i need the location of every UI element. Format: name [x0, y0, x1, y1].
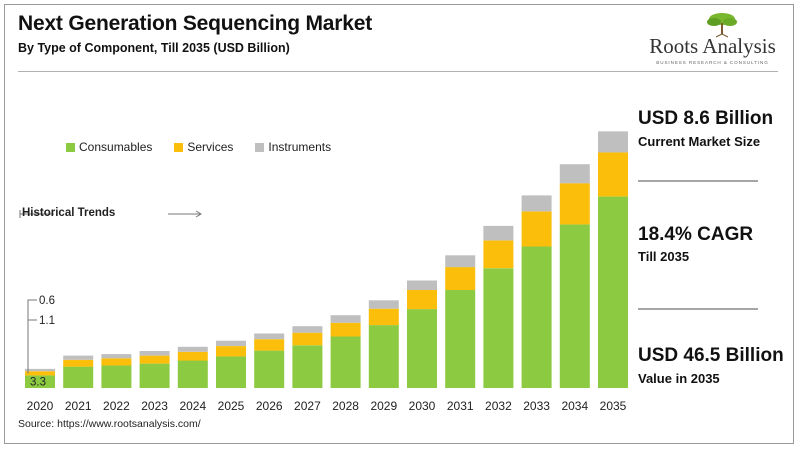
- bar-consumables-2026: [254, 350, 285, 388]
- x-tick-label-2033: 2033: [523, 399, 550, 413]
- bar-services-2027: [292, 332, 323, 346]
- x-tick-label-2027: 2027: [294, 399, 321, 413]
- bar-services-2023: [139, 355, 170, 364]
- chart-title: Next Generation Sequencing Market: [18, 12, 372, 35]
- bar-consumables-2029: [368, 325, 399, 388]
- data-label-services-2020: 1.1: [39, 315, 55, 327]
- bar-instruments-2033: [521, 195, 552, 212]
- bar-services-2035: [598, 152, 628, 197]
- legend-item-instruments: Instruments: [255, 140, 331, 154]
- header-divider: [18, 71, 778, 72]
- bar-services-2028: [330, 322, 361, 337]
- x-tick-label-2030: 2030: [409, 399, 436, 413]
- bar-services-2020: [25, 371, 55, 376]
- bar-consumables-2033: [521, 246, 552, 388]
- bar-services-2032: [483, 240, 514, 269]
- stat-divider-1: [638, 180, 758, 182]
- bar-consumables-2023: [139, 363, 170, 388]
- x-tick-label-2022: 2022: [103, 399, 130, 413]
- bar-consumables-2032: [483, 268, 514, 388]
- legend-label-consumables: Consumables: [79, 140, 153, 154]
- bar-consumables-2022: [101, 365, 132, 388]
- bar-instruments-2030: [407, 280, 437, 290]
- bar-services-2025: [216, 346, 246, 357]
- bar-consumables-2025: [216, 356, 246, 388]
- stat-divider-2: [638, 308, 758, 310]
- callout-line-instruments-2020: [27, 299, 37, 371]
- bar-instruments-2020: [25, 368, 55, 372]
- bar-instruments-2034: [559, 164, 590, 184]
- historical-trends-label: Historical Trends: [22, 207, 116, 219]
- bar-consumables-2027: [292, 345, 323, 388]
- logo-tagline: BUSINESS RESEARCH & CONSULTING: [656, 60, 769, 65]
- callout-line-services-2020: [27, 319, 37, 374]
- bar-consumables-2024: [177, 360, 208, 388]
- stat-2035-value: USD 46.5 Billion: [638, 345, 784, 366]
- bar-services-2034: [559, 183, 590, 225]
- x-tick-label-2035: 2035: [600, 399, 627, 413]
- x-tick-label-2023: 2023: [141, 399, 168, 413]
- stat-current-value: USD 8.6 Billion: [638, 108, 774, 129]
- bar-instruments-2022: [101, 354, 132, 359]
- bar-instruments-2023: [139, 351, 170, 356]
- source-note: Source: https://www.rootsanalysis.com/: [18, 418, 201, 430]
- x-tick-label-2029: 2029: [370, 399, 397, 413]
- bar-consumables-2031: [445, 290, 476, 388]
- bar-consumables-2035: [598, 196, 628, 388]
- bar-instruments-2021: [63, 355, 94, 360]
- stat-cagr-value: 18.4% CAGR: [638, 224, 754, 245]
- logo-text: Roots Analysis: [649, 34, 776, 58]
- bar-instruments-2024: [177, 346, 208, 352]
- x-tick-label-2028: 2028: [332, 399, 359, 413]
- bar-services-2024: [177, 351, 208, 361]
- chart-legend: Consumables Services Instruments: [66, 140, 331, 154]
- data-label-consumables-2020: 3.3: [30, 377, 46, 389]
- x-tick-label-2020: 2020: [27, 399, 54, 413]
- legend-swatch-instruments: [255, 142, 265, 152]
- bar-instruments-2026: [254, 333, 285, 340]
- bar-instruments-2028: [330, 315, 361, 323]
- bar-consumables-2021: [63, 366, 94, 388]
- bar-instruments-2032: [483, 225, 514, 241]
- x-tick-label-2025: 2025: [218, 399, 245, 413]
- chart-subtitle: By Type of Component, Till 2035 (USD Bil…: [18, 41, 290, 55]
- x-tick-label-2026: 2026: [256, 399, 283, 413]
- stat-current-label: Current Market Size: [638, 134, 761, 149]
- x-tick-label-2034: 2034: [561, 399, 588, 413]
- legend-label-instruments: Instruments: [268, 140, 332, 154]
- bar-instruments-2031: [445, 255, 476, 268]
- bar-consumables-2030: [407, 309, 437, 388]
- bar-instruments-2035: [598, 131, 628, 153]
- bar-services-2026: [254, 339, 285, 351]
- legend-label-services: Services: [187, 140, 234, 154]
- legend-swatch-consumables: [66, 142, 75, 152]
- stat-cagr-label: Till 2035: [638, 249, 690, 264]
- x-tick-label-2031: 2031: [447, 399, 474, 413]
- bar-services-2022: [101, 358, 132, 366]
- bar-instruments-2029: [368, 300, 399, 309]
- bar-instruments-2025: [216, 340, 246, 346]
- legend-item-services: Services: [174, 140, 233, 154]
- bar-services-2029: [368, 308, 399, 326]
- bar-consumables-2028: [330, 336, 361, 388]
- bar-services-2033: [521, 211, 552, 247]
- legend-item-consumables: Consumables: [66, 140, 152, 154]
- roots-analysis-logo: Roots Analysis BUSINESS RESEARCH & CONSU…: [640, 8, 785, 68]
- chart-frame: [4, 4, 794, 444]
- tree-icon: [707, 13, 737, 38]
- stat-2035-label: Value in 2035: [638, 371, 720, 386]
- bar-services-2021: [63, 359, 94, 367]
- x-tick-label-2032: 2032: [485, 399, 512, 413]
- bar-consumables-2034: [559, 224, 590, 388]
- bar-instruments-2027: [292, 326, 323, 333]
- data-label-instruments-2020: 0.6: [39, 295, 55, 307]
- legend-swatch-services: [174, 142, 184, 152]
- bar-services-2030: [407, 290, 437, 310]
- x-tick-label-2021: 2021: [65, 399, 92, 413]
- bar-consumables-2020: [25, 375, 55, 388]
- x-tick-label-2024: 2024: [179, 399, 206, 413]
- bar-services-2031: [445, 267, 476, 290]
